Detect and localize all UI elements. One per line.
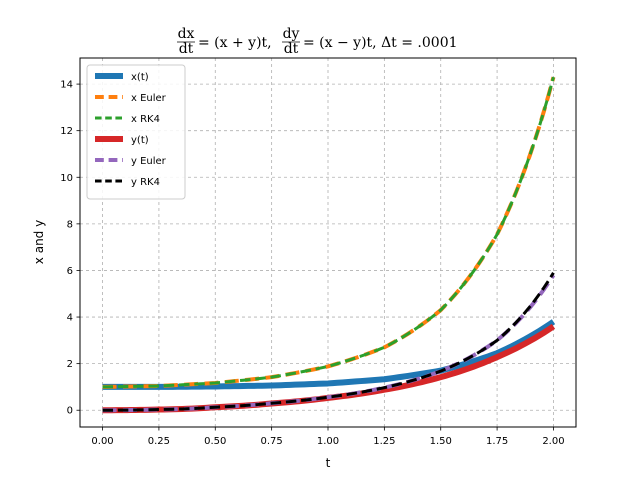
series-line-y-rk4 (102, 271, 555, 412)
legend-label: x(t) (131, 72, 149, 83)
y-tick-label: 14 (60, 80, 73, 91)
legend-label: x Euler (131, 93, 167, 104)
x-tick-label: 1.75 (486, 436, 508, 447)
x-tick-label: 1.00 (317, 436, 339, 447)
x-tick-label: 0.25 (148, 436, 170, 447)
title-equation-2: = (x − y)t, Δt = .0001 (303, 35, 458, 51)
x-axis-label: t (326, 456, 331, 470)
title-dx-numerator: dx (178, 26, 195, 42)
y-axis: 0 2 4 6 8 10 12 14 (60, 80, 80, 417)
series-line-y-euler (102, 274, 556, 413)
y-tick-label: 0 (67, 406, 73, 417)
y-tick-label: 2 (67, 359, 73, 370)
legend-label: x RK4 (131, 114, 160, 125)
legend: x(t) x Euler x RK4 y(t) y Euler y RK4 (86, 64, 186, 200)
title-dy-numerator: dy (283, 26, 300, 42)
y-tick-label: 10 (60, 173, 73, 184)
series-lines (102, 76, 556, 414)
series-line-x-rk4 (102, 76, 555, 389)
title-dx-denominator: dt (179, 41, 194, 57)
y-axis-label: x and y (32, 220, 46, 264)
x-tick-label: 1.25 (373, 436, 395, 447)
chart-title: dx dt = (x + y)t, dy dt = (x − y)t, Δt =… (177, 26, 458, 57)
x-tick-label: 0.75 (261, 436, 283, 447)
y-tick-label: 4 (67, 313, 73, 324)
x-tick-label: 0.00 (91, 436, 113, 447)
legend-label: y(t) (131, 135, 149, 146)
x-tick-label: 0.50 (204, 436, 226, 447)
x-tick-label: 2.00 (542, 436, 564, 447)
legend-label: y Euler (131, 156, 167, 167)
title-equation-1: = (x + y)t, (198, 35, 272, 51)
y-tick-label: 6 (67, 266, 73, 277)
y-tick-label: 12 (60, 126, 73, 137)
x-axis: 0.00 0.25 0.50 0.75 1.00 1.25 1.50 1.75 2.00 (91, 427, 565, 447)
y-tick-label: 8 (67, 219, 73, 230)
title-dy-denominator: dt (284, 41, 299, 57)
legend-label: y RK4 (131, 177, 160, 188)
x-tick-label: 1.50 (430, 436, 452, 447)
